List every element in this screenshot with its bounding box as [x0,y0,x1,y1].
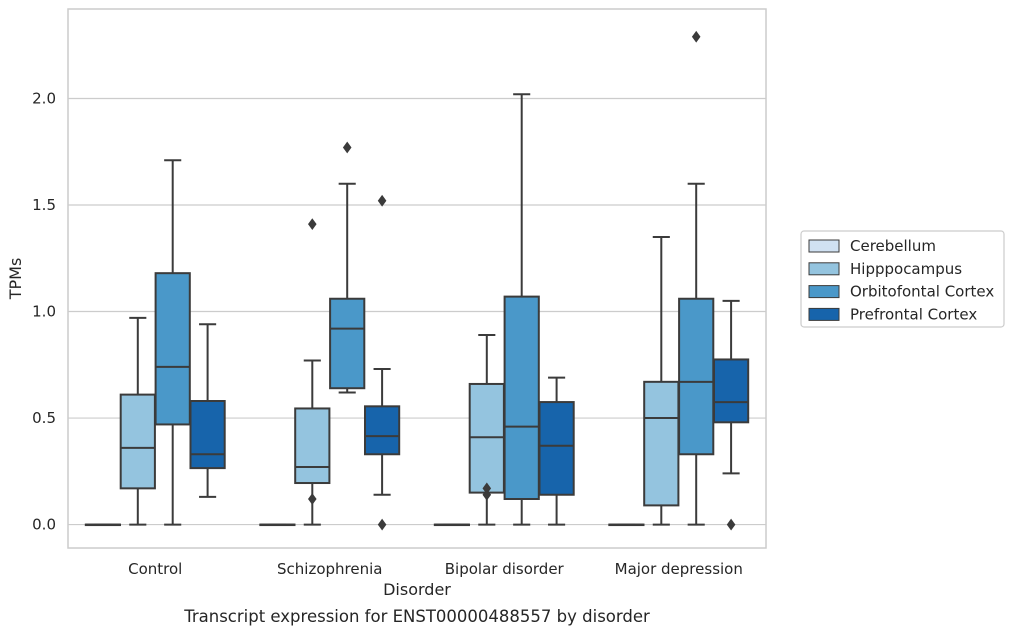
y-tick-label: 1.0 [32,303,56,321]
x-tick-label: Major depression [615,560,743,578]
y-tick-label: 2.0 [32,89,56,107]
outlier-point [377,194,387,207]
outlier-point [691,30,701,43]
box-iqr [154,272,191,426]
legend-item: Prefrontal Cortex [808,305,977,323]
box-prefrontal-cortex [189,323,226,498]
outlier-point [377,518,387,531]
x-axis-ticks: Control Schizophrenia Bipolar disorder Majo… [128,560,743,578]
box-iqr [503,295,540,501]
box-iqr [119,393,156,490]
box-cerebellum [433,523,471,527]
box-hipppocampus [468,333,505,526]
box-iqr [294,407,331,485]
legend-item: Cerebellum [808,237,936,255]
box-iqr [712,358,750,424]
outlier-point [482,482,492,495]
box-prefrontal-cortex [363,194,401,531]
legend-item: Hipppocampus [808,260,962,278]
legend-swatch [808,285,840,299]
x-tick-label: Control [128,560,182,578]
box-orbitofontal-cortex [678,30,715,526]
box-iqr [189,400,226,470]
plot-area-frame [67,8,767,549]
legend: Cerebellum Hipppocampus Orbitofontal Corte… [800,230,1005,328]
legend-swatch [808,262,840,276]
chart-caption: Transcript expression for ENST0000048855… [183,607,650,626]
outlier-point [726,518,736,531]
box-hipppocampus [643,235,680,526]
y-tick-label: 1.5 [32,196,56,214]
box-iqr [363,405,401,456]
y-tick-label: 0.0 [32,516,56,534]
y-axis-ticks: 0.0 0.5 1.0 1.5 2.0 [32,89,56,533]
box-hipppocampus [119,316,156,526]
legend-frame [800,230,1005,328]
y-tick-label: 0.5 [32,409,56,427]
outlier-point [342,141,352,154]
legend-swatch [808,239,840,253]
box-prefrontal-cortex [712,299,750,531]
box-iqr [678,297,715,456]
box-prefrontal-cortex [538,376,575,526]
box-iqr [643,380,680,507]
box-iqr [329,297,366,390]
y-axis-label: TPMs [6,258,25,301]
x-tick-label: Bipolar disorder [445,560,565,578]
box-cerebellum [608,523,645,527]
box-orbitofontal-cortex [503,93,540,526]
legend-label: Orbitofontal Cortex [850,283,994,301]
x-axis-label: Disorder [383,580,451,599]
outlier-point [308,218,317,231]
boxes [84,30,750,531]
box-orbitofontal-cortex [329,141,366,394]
legend-label: Hipppocampus [850,260,962,278]
box-iqr [468,382,505,494]
box-hipppocampus [294,218,331,526]
legend-label: Cerebellum [850,237,936,255]
box-orbitofontal-cortex [154,159,191,526]
legend-label: Prefrontal Cortex [850,305,977,323]
box-iqr [538,401,575,496]
outlier-point [482,488,492,501]
outlier-point [308,493,317,505]
box-cerebellum [259,523,296,527]
box-cerebellum [84,523,122,527]
x-tick-label: Schizophrenia [277,560,382,578]
legend-swatch [808,307,840,321]
legend-item: Orbitofontal Cortex [808,283,994,301]
